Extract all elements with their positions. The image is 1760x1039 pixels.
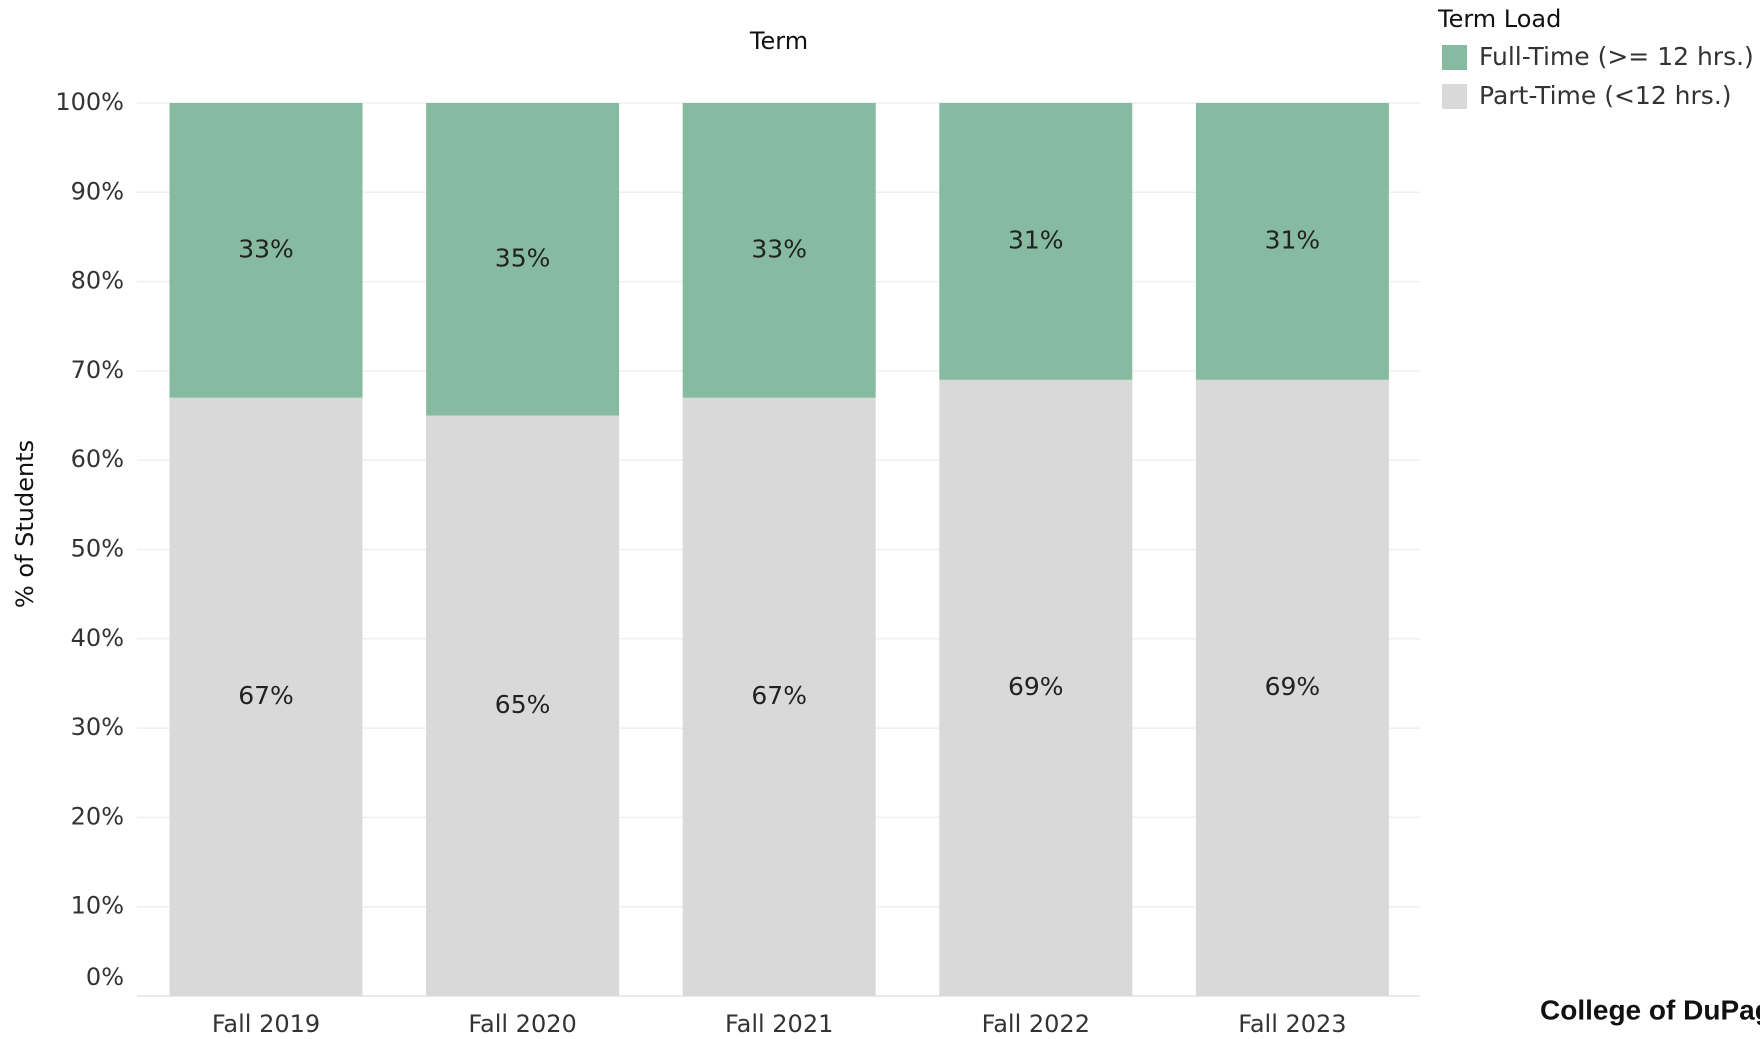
x-tick-label: Fall 2019 [212, 1010, 320, 1038]
data-label: 35% [495, 243, 551, 272]
bar-segment [682, 397, 876, 996]
y-tick-label: 60% [71, 445, 124, 473]
y-tick-label: 40% [71, 624, 124, 652]
bar-segment [1195, 379, 1389, 997]
y-tick-label: 0% [86, 963, 124, 991]
bar-segment [169, 103, 363, 398]
x-tick-label: Fall 2020 [468, 1010, 576, 1038]
y-tick-label: 10% [71, 892, 124, 920]
x-tick-label: Fall 2023 [1238, 1010, 1346, 1038]
y-tick-label: 70% [71, 356, 124, 384]
x-tick-label: Fall 2022 [982, 1010, 1090, 1038]
y-tick-label: 80% [71, 267, 124, 295]
bar-segment [939, 379, 1133, 997]
data-label: 69% [1008, 672, 1064, 701]
bar-segment [426, 415, 620, 996]
data-label: 67% [238, 681, 294, 710]
y-tick-label: 100% [55, 88, 124, 116]
data-label: 33% [751, 234, 807, 263]
chart-title: Term [749, 27, 808, 55]
legend-title: Term Load [1437, 5, 1561, 33]
data-label: 67% [751, 681, 807, 710]
legend-label: Full-Time (>= 12 hrs.) [1479, 42, 1754, 71]
data-label: 69% [1265, 672, 1321, 701]
bar-segment [939, 103, 1133, 380]
bar-segment [426, 103, 620, 416]
logo: College of DuPage [1540, 994, 1760, 1025]
y-tick-label: 30% [71, 713, 124, 741]
data-label: 65% [495, 690, 551, 719]
legend-swatch [1442, 84, 1467, 109]
legend-swatch [1442, 45, 1467, 70]
data-label: 33% [238, 234, 294, 263]
bar-segment [1195, 103, 1389, 380]
data-label: 31% [1265, 225, 1321, 254]
bar-segment [169, 397, 363, 996]
y-axis-label: % of Students [11, 440, 39, 608]
x-tick-label: Fall 2021 [725, 1010, 833, 1038]
legend-label: Part-Time (<12 hrs.) [1479, 81, 1732, 110]
y-tick-label: 20% [71, 802, 124, 830]
y-tick-label: 90% [71, 177, 124, 205]
y-tick-label: 50% [71, 535, 124, 563]
bar-segment [682, 103, 876, 398]
data-label: 31% [1008, 225, 1064, 254]
